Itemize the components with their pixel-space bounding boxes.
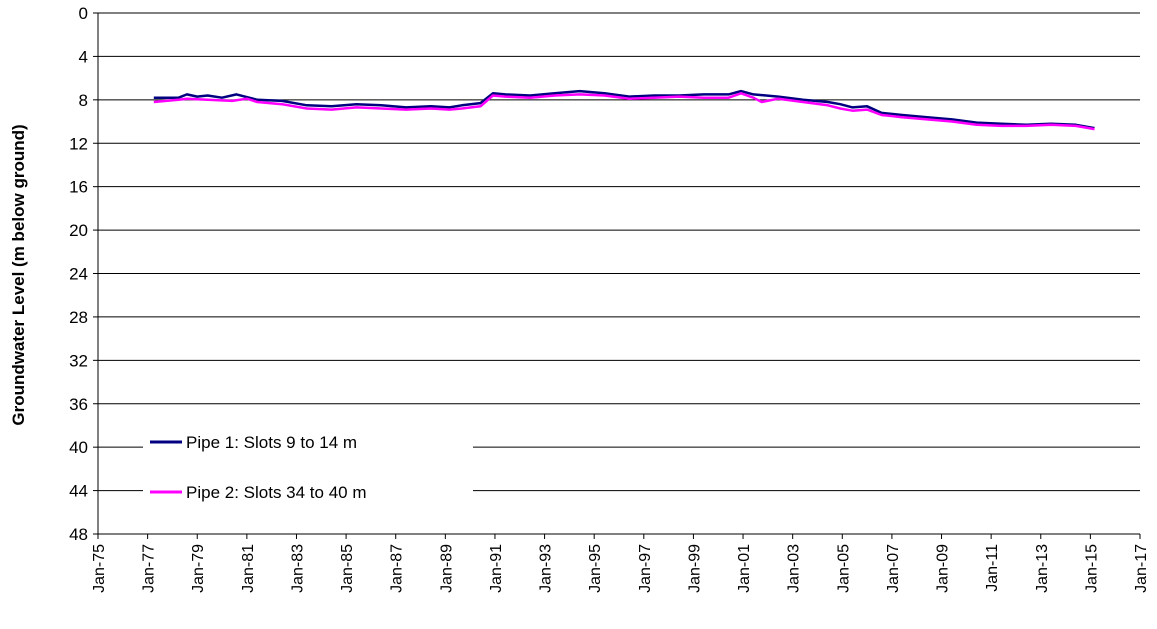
legend-label-pipe-1: Pipe 1: Slots 9 to 14 m [186,433,357,452]
series-lines [153,89,1095,131]
x-tick-label-jan-87: Jan-87 [389,544,406,593]
axes [93,12,1141,539]
series-line-pipe-1 [153,89,1095,130]
x-tick-label-jan-07: Jan-07 [885,544,902,593]
y-tick-label-8: 8 [79,91,88,110]
y-tick-label-40: 40 [69,438,88,457]
x-tick-label-jan-09: Jan-09 [935,544,952,593]
x-tick-label-jan-17: Jan-17 [1133,544,1150,593]
x-tick-label-jan-75: Jan-75 [91,544,108,593]
x-tick-label-jan-83: Jan-83 [289,544,306,593]
legend-label-pipe-2: Pipe 2: Slots 34 to 40 m [186,483,367,502]
y-tick-label-36: 36 [69,395,88,414]
x-tick-label-jan-97: Jan-97 [637,544,654,593]
x-tick-label-jan-11: Jan-11 [984,544,1001,592]
y-axis-label: Groundwater Level (m below ground) [9,124,28,425]
y-tick-label-24: 24 [69,265,88,284]
x-tick-label-jan-77: Jan-77 [141,544,158,593]
series-line-pipe-2 [153,92,1095,131]
y-tick-label-12: 12 [69,134,88,153]
x-tick-label-jan-81: Jan-81 [240,544,257,593]
x-tick-label-jan-91: Jan-91 [488,544,505,593]
legend-background [143,424,473,514]
y-tick-label-44: 44 [69,482,88,501]
x-tick-label-jan-99: Jan-99 [686,544,703,593]
x-tick-label-jan-13: Jan-13 [1034,544,1051,593]
x-tick-label-jan-01: Jan-01 [736,544,753,593]
x-tick-labels: Jan-75 Jan-77 Jan-79 Jan-81 Jan-83 Jan-85 Jan-… [91,544,1150,593]
y-tick-label-28: 28 [69,308,88,327]
x-tick-label-jan-89: Jan-89 [438,544,455,593]
x-tick-label-jan-95: Jan-95 [587,544,604,593]
x-tick-label-jan-15: Jan-15 [1083,544,1100,593]
x-tick-label-jan-79: Jan-79 [190,544,207,593]
y-tick-label-32: 32 [69,351,88,370]
y-tick-label-48: 48 [69,525,88,544]
x-tick-label-jan-85: Jan-85 [339,544,356,593]
y-tick-label-16: 16 [69,178,88,197]
x-tick-label-jan-05: Jan-05 [835,544,852,593]
y-tick-label-4: 4 [79,47,88,66]
y-tick-label-20: 20 [69,221,88,240]
legend: Pipe 1: Slots 9 to 14 m Pipe 2: Slots 34… [143,424,473,514]
x-tick-label-jan-93: Jan-93 [538,544,555,593]
y-tick-label-0: 0 [79,4,88,23]
x-tick-label-jan-03: Jan-03 [786,544,803,593]
